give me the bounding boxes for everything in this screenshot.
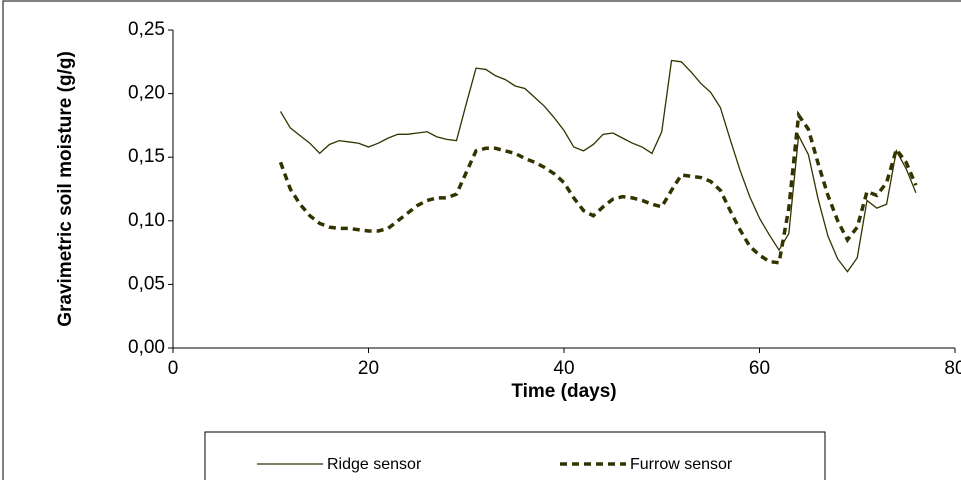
data-line <box>279 59 917 273</box>
y-tick-label: 0,20 <box>128 83 165 104</box>
y-tick-label: 0,10 <box>128 210 165 231</box>
legend-label: Furrow sensor <box>630 456 733 473</box>
x-axis-title: Time (days) <box>511 381 616 402</box>
x-tick-label: 60 <box>749 358 770 379</box>
x-tick-label: 80 <box>944 358 961 379</box>
y-tick-label: 0,05 <box>128 273 165 294</box>
data-line <box>278 110 918 265</box>
x-tick-label: 20 <box>358 358 379 379</box>
y-tick-label: 0,25 <box>128 19 165 40</box>
y-tick-label: 0,00 <box>128 337 165 358</box>
y-tick-label: 0,15 <box>128 146 165 167</box>
y-axis-title: Gravimetric soil moisture (g/g) <box>55 51 76 327</box>
x-tick-label: 0 <box>168 358 179 379</box>
x-tick-label: 40 <box>553 358 574 379</box>
legend-label: Ridge sensor <box>327 456 422 473</box>
legend-box <box>204 431 826 480</box>
